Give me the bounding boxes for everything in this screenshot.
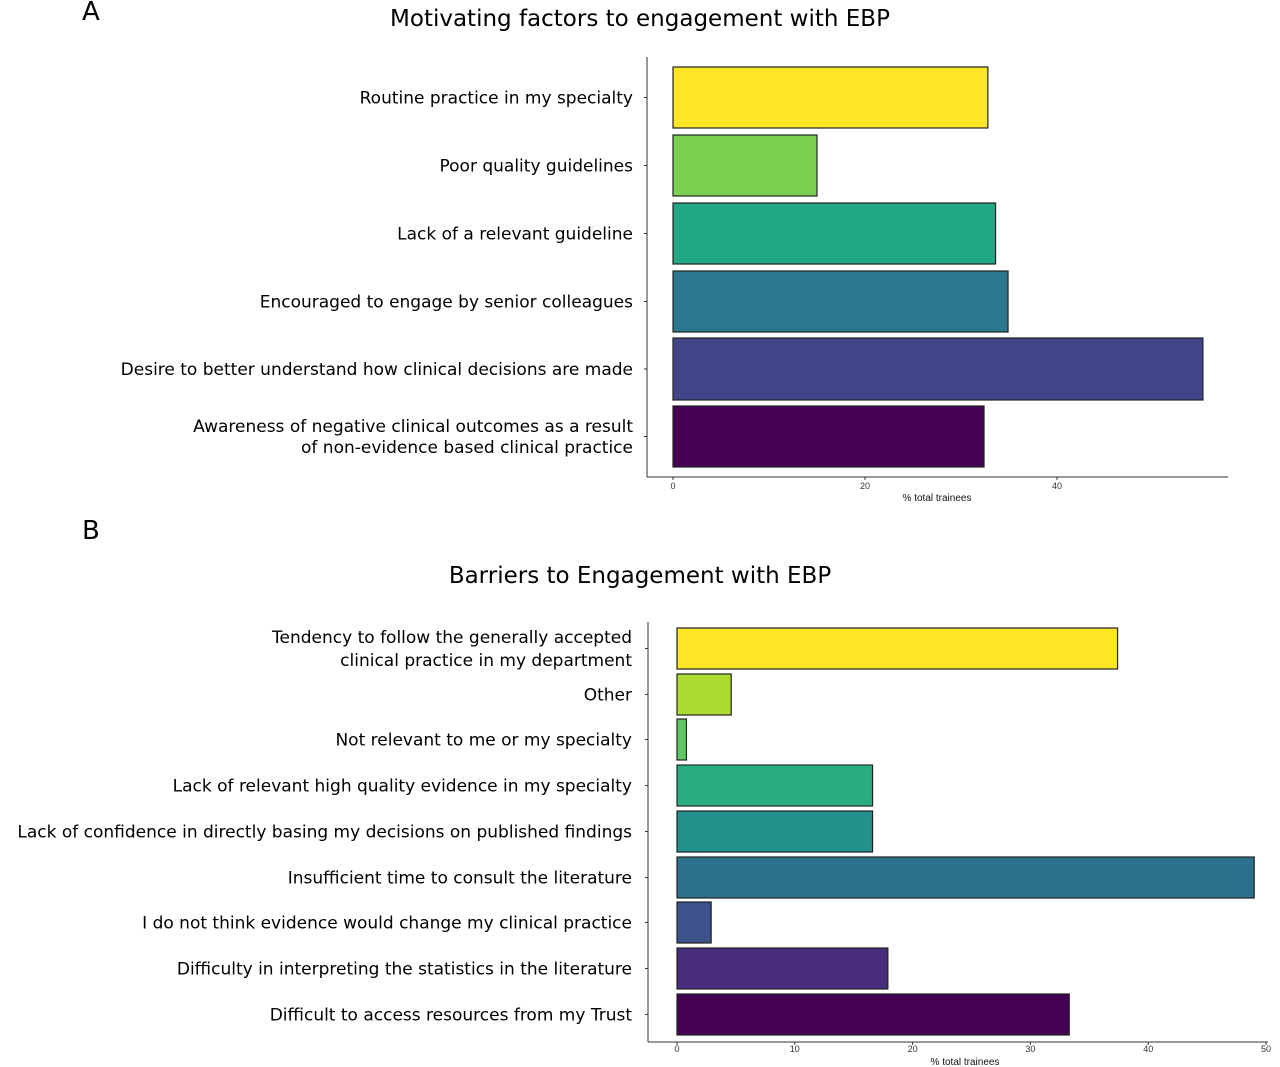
chart-b-bar xyxy=(676,627,1119,670)
chart-a-bar xyxy=(672,270,1009,333)
chart-b-plot: Tendency to follow the generally accepte… xyxy=(17,622,1271,1067)
chart-a-x-tick-label: 0 xyxy=(670,481,675,491)
chart-b-category-label: Lack of relevant high quality evidence i… xyxy=(173,777,632,797)
chart-b-x-tick-label: 0 xyxy=(674,1044,679,1054)
chart-b-category-label: Lack of confidence in directly basing my… xyxy=(17,823,632,843)
chart-b-x-tick-label: 10 xyxy=(790,1044,800,1054)
chart-b-category-label: I do not think evidence would change my … xyxy=(142,914,632,934)
chart-b-bar xyxy=(676,718,688,761)
chart-a-plot: Routine practice in my specialty Poor qua… xyxy=(121,57,1228,504)
chart-a-category-label: Routine practice in my specialty xyxy=(360,89,633,109)
chart-a-bar xyxy=(672,134,818,197)
chart-b-category-label: Not relevant to me or my specialty xyxy=(335,731,632,751)
chart-b-x-tick-label: 40 xyxy=(1143,1044,1153,1054)
chart-b-bar xyxy=(676,810,874,853)
chart-b-x-tick-label: 50 xyxy=(1261,1044,1271,1054)
chart-a-category-label: Encouraged to engage by senior colleague… xyxy=(260,293,633,313)
chart-b-x-tick-label: 30 xyxy=(1025,1044,1035,1054)
chart-a-category-label: Poor quality guidelines xyxy=(440,157,634,177)
chart-a-category-label: Desire to better understand how clinical… xyxy=(121,360,633,380)
chart-b-bar xyxy=(676,901,712,944)
chart-b-title: Barriers to Engagement with EBP xyxy=(448,563,832,589)
chart-a-bar xyxy=(672,66,989,129)
chart-a-x-axis-title: % total trainees xyxy=(903,493,972,504)
chart-b-category-label: Other xyxy=(584,686,632,706)
chart-b-category-label: clinical practice in my department xyxy=(340,651,632,671)
chart-b-bar xyxy=(676,993,1070,1036)
chart-b-category-label: Difficult to access resources from my Tr… xyxy=(270,1006,633,1026)
chart-a-bar xyxy=(672,202,997,265)
chart-a-category-label: of non-evidence based clinical practice xyxy=(301,438,633,458)
panel-a-letter: A xyxy=(82,0,100,27)
chart-b-x-axis-title: % total trainees xyxy=(931,1057,1000,1067)
chart-a-x-tick-label: 20 xyxy=(860,481,870,491)
chart-b-category-label: Insufficient time to consult the literat… xyxy=(288,869,632,889)
chart-b-category-label: Difficulty in interpreting the statistic… xyxy=(177,960,632,980)
chart-a-x-tick-label: 40 xyxy=(1052,481,1062,491)
chart-b-bar xyxy=(676,764,874,807)
chart-a-title: Motivating factors to engagement with EB… xyxy=(390,6,890,32)
chart-b-x-tick-label: 20 xyxy=(908,1044,918,1054)
chart-b-bar xyxy=(676,673,732,716)
chart-b-bar xyxy=(676,856,1255,899)
chart-a-bar xyxy=(672,337,1204,401)
chart-a-category-label: Awareness of negative clinical outcomes … xyxy=(193,417,633,437)
chart-a-bar xyxy=(672,405,985,468)
chart-a-category-label: Lack of a relevant guideline xyxy=(397,225,633,245)
panel-b-letter: B xyxy=(82,516,100,546)
chart-b-bar xyxy=(676,947,889,990)
chart-b-category-label: Tendency to follow the generally accepte… xyxy=(271,628,632,648)
